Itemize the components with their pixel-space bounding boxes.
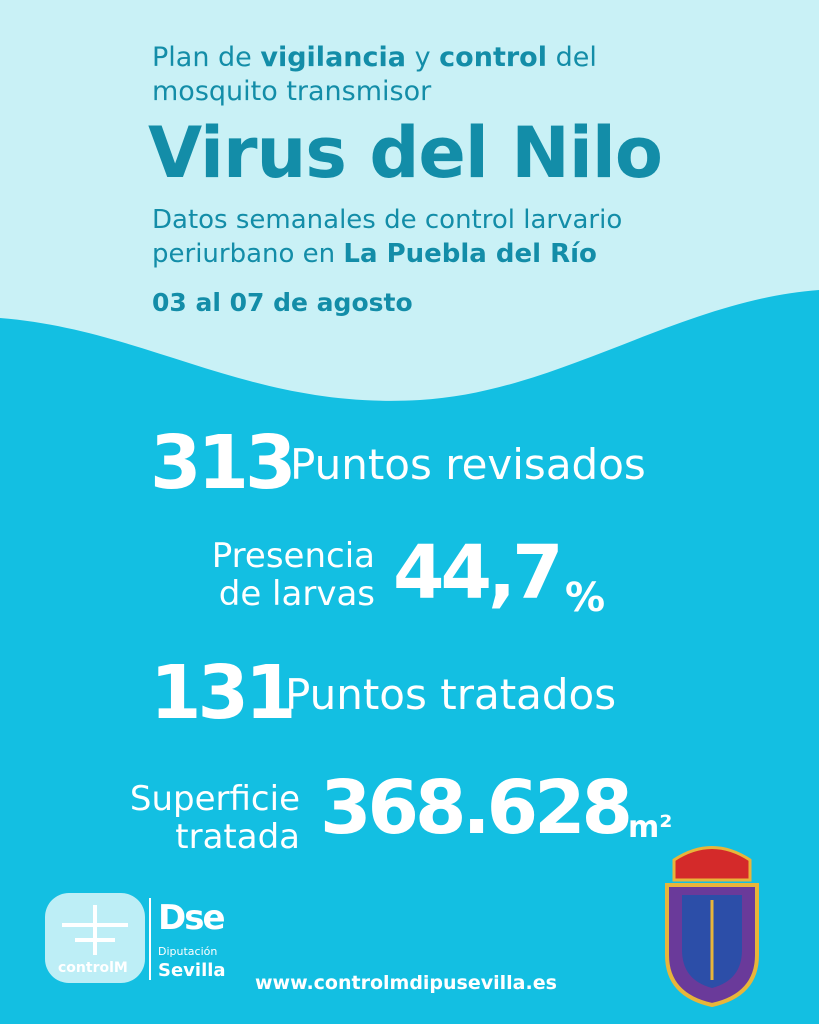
logo-text: controlM xyxy=(58,960,128,976)
stat-value: 131 xyxy=(150,650,296,736)
stat-unit: % xyxy=(565,575,606,621)
text: Superficie xyxy=(129,779,300,819)
title: Virus del Nilo xyxy=(148,112,663,194)
text: Presencia xyxy=(211,536,375,576)
text: de larvas xyxy=(218,574,375,614)
logo-text: Dse xyxy=(158,898,226,938)
logo-text: Diputación xyxy=(158,945,218,958)
stat-label: Puntos tratados xyxy=(285,670,617,719)
header-line2: mosquito transmisor xyxy=(152,76,432,107)
text: Plan de xyxy=(152,42,252,73)
text: control xyxy=(439,42,547,73)
stat-label: Presencia de larvas xyxy=(212,537,375,613)
subtitle: periurbano en La Puebla del Río xyxy=(152,239,597,269)
text: La Puebla del Río xyxy=(343,239,597,269)
text: del xyxy=(555,42,597,73)
url[interactable]: www.controlmdipusevilla.es xyxy=(255,972,557,994)
stat-unit: m² xyxy=(628,810,673,845)
subtitle: Datos semanales de control larvario xyxy=(152,205,623,235)
text: periurbano en xyxy=(152,239,336,269)
header-line1: Plan de vigilancia y control del xyxy=(152,42,597,73)
text: vigilancia xyxy=(260,42,406,73)
stat-label: Superficie tratada xyxy=(130,780,300,856)
stat-value: 368.628 xyxy=(320,765,633,851)
text: tratada xyxy=(175,817,300,857)
text: y xyxy=(414,42,431,73)
logo-text: Sevilla xyxy=(158,960,226,981)
stat-value: 44,7 xyxy=(393,530,564,616)
stat-label: Puntos revisados xyxy=(290,440,646,489)
stat-value: 313 xyxy=(150,420,296,506)
date: 03 al 07 de agosto xyxy=(152,288,413,317)
